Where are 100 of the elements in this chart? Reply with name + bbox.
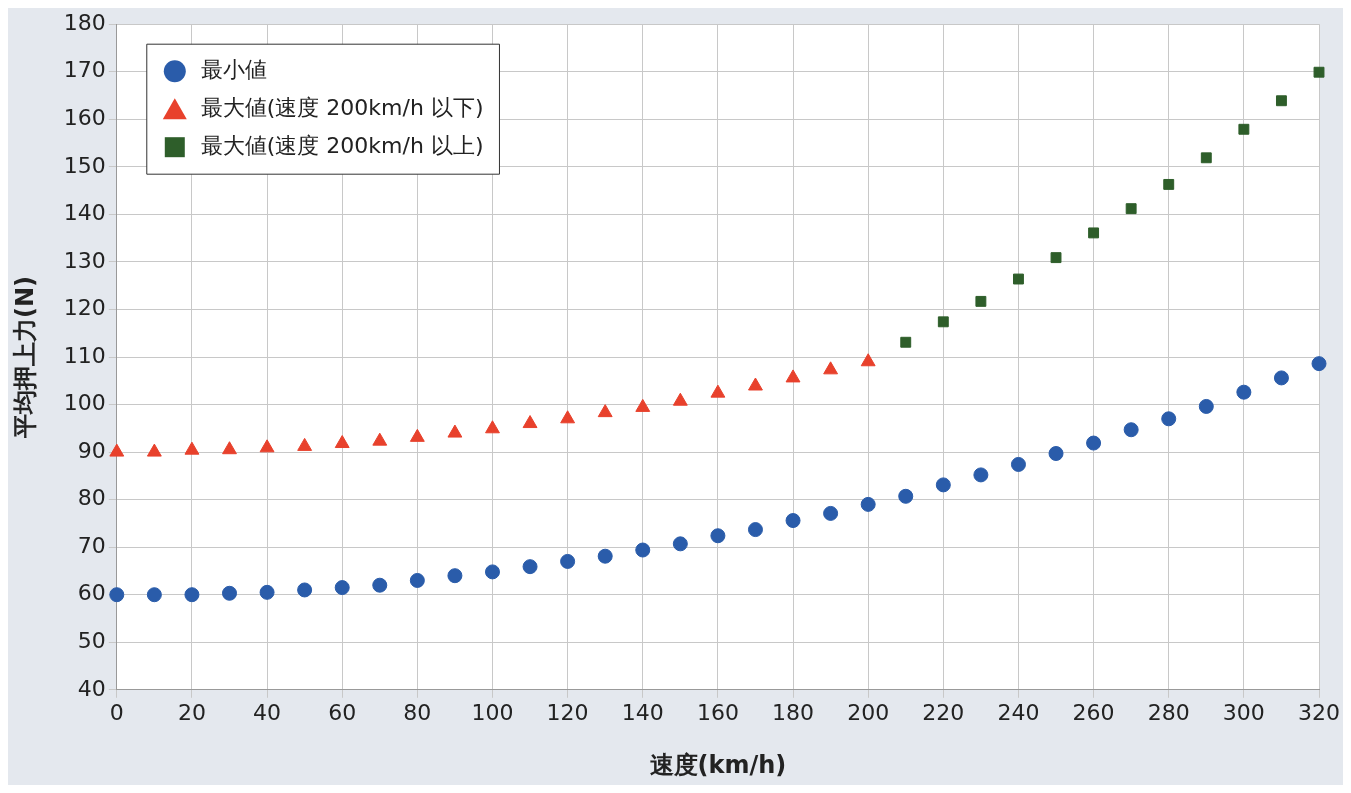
point [447, 568, 463, 584]
point [935, 477, 951, 493]
point [1198, 398, 1214, 414]
x-tick-label: 320 [1298, 699, 1340, 725]
point [184, 587, 200, 603]
point [409, 428, 425, 442]
point [297, 582, 313, 598]
point [597, 404, 613, 418]
point [635, 542, 651, 558]
legend-label: 最小値 [200, 56, 267, 82]
legend-label: 最大値(速度 200km/h 以上) [200, 132, 484, 158]
point [597, 548, 613, 564]
y-tick-label: 180 [63, 9, 106, 35]
y-tick-label: 150 [63, 152, 106, 178]
y-tick-label: 50 [77, 627, 106, 653]
point [1086, 435, 1102, 451]
point [1088, 227, 1100, 239]
point [823, 505, 839, 521]
point [560, 553, 576, 569]
x-tick-label: 180 [772, 699, 815, 725]
x-tick-label: 40 [253, 699, 282, 725]
point [1048, 446, 1064, 462]
point [560, 410, 576, 424]
point [710, 528, 726, 544]
point [823, 361, 839, 375]
point [710, 384, 726, 398]
point [146, 443, 162, 457]
point [109, 587, 125, 603]
x-tick-label: 0 [109, 699, 124, 725]
point [1010, 456, 1026, 472]
y-tick-label: 170 [63, 57, 106, 83]
point [222, 585, 237, 601]
point [1236, 384, 1252, 400]
point [485, 420, 500, 434]
y-tick-label: 100 [63, 390, 106, 416]
point [747, 522, 763, 538]
point [1161, 411, 1177, 427]
point [522, 415, 538, 429]
x-tick-label: 100 [471, 699, 514, 725]
point [447, 424, 463, 438]
point [937, 316, 949, 328]
point [146, 587, 162, 603]
x-tick-label: 220 [922, 699, 965, 725]
y-tick-label: 120 [63, 295, 106, 321]
point [1013, 273, 1024, 285]
point [1050, 252, 1062, 264]
point [672, 392, 688, 406]
x-tick-label: 140 [621, 699, 664, 725]
point [975, 295, 987, 307]
point [1273, 370, 1289, 386]
point [1275, 95, 1287, 107]
point [898, 488, 914, 504]
x-tick-label: 160 [696, 699, 739, 725]
point [785, 513, 801, 529]
point [860, 496, 876, 512]
point [184, 441, 200, 455]
y-tick-label: 90 [77, 437, 106, 463]
point [109, 443, 125, 457]
y-tick-label: 160 [63, 105, 106, 130]
point [785, 369, 801, 383]
y-tick-label: 110 [63, 342, 106, 368]
point [259, 584, 275, 600]
point [1125, 203, 1137, 215]
y-axis-title: 平均押上力(N) [10, 275, 39, 440]
point [409, 572, 425, 588]
point [334, 435, 350, 449]
x-tick-label: 80 [403, 699, 432, 725]
x-tick-label: 120 [546, 699, 589, 725]
point [1123, 422, 1139, 438]
x-axis-title: 速度(km/h) [649, 750, 787, 779]
point [484, 564, 500, 580]
point [672, 536, 688, 552]
x-tick-label: 280 [1147, 699, 1190, 725]
x-tick-label: 60 [328, 699, 357, 725]
point [1238, 123, 1250, 135]
point [259, 439, 275, 453]
x-tick-label: 260 [1072, 699, 1115, 725]
point [372, 432, 388, 446]
point [900, 336, 912, 348]
y-tick-label: 40 [77, 675, 106, 701]
point [297, 437, 313, 451]
point [635, 398, 651, 412]
y-tick-label: 70 [77, 532, 106, 558]
x-tick-label: 240 [997, 699, 1040, 725]
y-tick-label: 80 [77, 485, 106, 511]
point [1311, 356, 1327, 372]
legend-label: 最大値(速度 200km/h 以下) [200, 94, 484, 120]
x-tick-label: 200 [847, 699, 890, 725]
point [522, 559, 538, 575]
point [748, 377, 763, 391]
y-tick-label: 140 [63, 200, 106, 226]
point [222, 441, 237, 455]
point [334, 580, 350, 596]
point [1163, 178, 1175, 190]
point [1313, 66, 1325, 78]
point [973, 467, 989, 483]
x-tick-label: 20 [177, 699, 206, 725]
point [860, 353, 876, 367]
y-tick-label: 60 [77, 580, 106, 606]
y-tick-label: 130 [63, 247, 106, 273]
